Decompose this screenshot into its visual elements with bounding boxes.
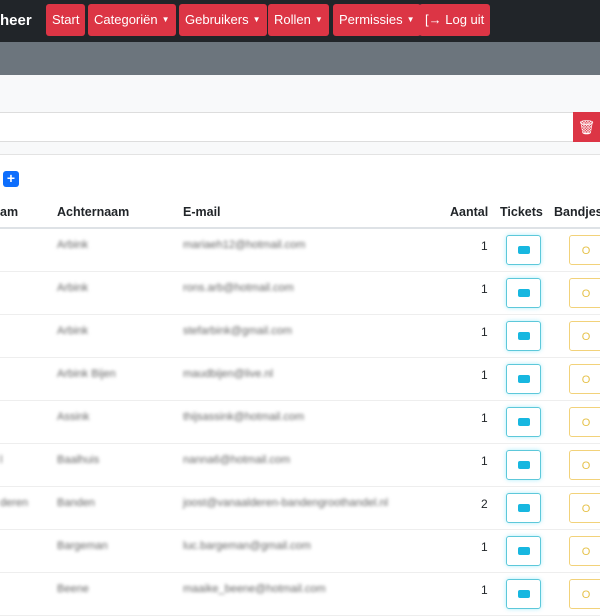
nav-rollen[interactable]: Rollen ▼: [268, 4, 329, 36]
ticket-icon: [518, 246, 530, 254]
cell-email: stefarbink@gmail.com: [183, 325, 292, 337]
cell-voornaam: deren: [0, 497, 29, 509]
tickets-button[interactable]: [506, 407, 541, 437]
cell-achternaam: Assink: [57, 411, 90, 423]
cell-achternaam: Arbink: [57, 239, 89, 251]
table-row: Arbink rons.arb@hotmail.com 1 O: [0, 272, 600, 315]
ticket-icon: [518, 375, 530, 383]
table-row: Arbink mariaeh12@hotmail.com 1 O: [0, 229, 600, 272]
ticket-icon: [518, 461, 530, 469]
header-voornaam[interactable]: am: [0, 205, 19, 219]
cell-email: maudbijen@live.nl: [183, 368, 274, 380]
cell-achternaam: Banden: [57, 497, 95, 509]
table-row: Arbink Bijen maudbijen@live.nl 1 O: [0, 358, 600, 401]
cell-achternaam: Arbink: [57, 325, 89, 337]
brand-title[interactable]: heer: [0, 12, 32, 29]
nav-label: Categoriën: [94, 12, 158, 27]
add-button[interactable]: +: [3, 171, 19, 187]
nav-label: Start: [52, 12, 80, 27]
ticket-icon: [518, 418, 530, 426]
search-input[interactable]: [0, 112, 573, 142]
top-navbar: heer Start Categoriën ▼ Gebruikers ▼ Rolle…: [0, 0, 600, 42]
table-row: deren Banden joost@vanaalderen-bandengro…: [0, 487, 600, 530]
bandjes-button[interactable]: O: [569, 493, 600, 523]
cell-aantal: 2: [481, 497, 488, 511]
header-achternaam[interactable]: Achternaam: [57, 205, 130, 219]
cell-email: joost@vanaalderen-bandengroothandel.nl: [183, 497, 389, 509]
cell-aantal: 1: [481, 282, 488, 296]
sign-out-icon: [→: [425, 12, 446, 27]
header-tickets[interactable]: Tickets: [500, 205, 543, 219]
cell-voornaam: l: [0, 454, 3, 466]
nav-logout[interactable]: [→ Log uit: [419, 4, 491, 36]
nav-label: Log uit: [445, 12, 485, 27]
bandjes-button[interactable]: O: [569, 235, 600, 265]
cell-aantal: 1: [481, 454, 488, 468]
tickets-button[interactable]: [506, 579, 541, 609]
tickets-button[interactable]: [506, 450, 541, 480]
cell-achternaam: Baalhuis: [57, 454, 100, 466]
cell-achternaam: Beene: [57, 583, 89, 595]
cell-achternaam: Arbink: [57, 282, 89, 294]
nav-label: Rollen: [274, 12, 311, 27]
ticket-icon: [518, 590, 530, 598]
bandjes-button[interactable]: O: [569, 364, 600, 394]
cell-email: nanna6@hotmail.com: [183, 454, 291, 466]
nav-label: Gebruikers: [185, 12, 249, 27]
caret-down-icon: ▼: [406, 15, 415, 24]
cell-email: thijsassink@hotmail.com: [183, 411, 305, 423]
tickets-button[interactable]: [506, 278, 541, 308]
ticket-icon: [518, 504, 530, 512]
cell-aantal: 1: [481, 325, 488, 339]
bandjes-button[interactable]: O: [569, 536, 600, 566]
table-row: Beene maaike_beene@hotmail.com 1 O: [0, 573, 600, 616]
header-aantal[interactable]: Aantal: [450, 205, 489, 219]
delete-button[interactable]: 🗑: [573, 112, 600, 142]
table-row: Bargeman luc.bargeman@gmail.com 1 O: [0, 530, 600, 573]
nav-label: Permissies: [339, 12, 403, 27]
header-email[interactable]: E-mail: [183, 205, 221, 219]
header-bandjes[interactable]: Bandjes: [554, 205, 600, 219]
ticket-icon: [518, 289, 530, 297]
sub-bar: I: [0, 42, 600, 75]
cell-aantal: 1: [481, 540, 488, 554]
cell-achternaam: Arbink Bijen: [57, 368, 116, 380]
ticket-icon: [518, 547, 530, 555]
tickets-button[interactable]: [506, 536, 541, 566]
header-divider: [0, 227, 600, 229]
cell-email: mariaeh12@hotmail.com: [183, 239, 306, 251]
bandjes-button[interactable]: O: [569, 407, 600, 437]
cell-achternaam: Bargeman: [57, 540, 108, 552]
cell-aantal: 1: [481, 583, 488, 597]
tickets-button[interactable]: [506, 493, 541, 523]
ticket-icon: [518, 332, 530, 340]
nav-start[interactable]: Start: [46, 4, 86, 36]
table-row: Arbink stefarbink@gmail.com 1 O: [0, 315, 600, 358]
cell-aantal: 1: [481, 411, 488, 425]
caret-down-icon: ▼: [252, 15, 261, 24]
bandjes-button[interactable]: O: [569, 450, 600, 480]
cell-email: rons.arb@hotmail.com: [183, 282, 294, 294]
table-row: Assink thijsassink@hotmail.com 1 O: [0, 401, 600, 444]
trash-icon: 🗑: [577, 119, 596, 135]
cell-aantal: 1: [481, 368, 488, 382]
bandjes-button[interactable]: O: [569, 579, 600, 609]
caret-down-icon: ▼: [314, 15, 323, 24]
tickets-button[interactable]: [506, 235, 541, 265]
tickets-button[interactable]: [506, 321, 541, 351]
table-row: l Baalhuis nanna6@hotmail.com 1 O: [0, 444, 600, 487]
cell-aantal: 1: [481, 239, 488, 253]
nav-categorien[interactable]: Categoriën ▼: [88, 4, 176, 36]
bandjes-button[interactable]: O: [569, 278, 600, 308]
nav-permissies[interactable]: Permissies ▼: [333, 4, 421, 36]
caret-down-icon: ▼: [161, 15, 170, 24]
cell-email: luc.bargeman@gmail.com: [183, 540, 311, 552]
cell-email: maaike_beene@hotmail.com: [183, 583, 326, 595]
nav-gebruikers[interactable]: Gebruikers ▼: [179, 4, 267, 36]
bandjes-button[interactable]: O: [569, 321, 600, 351]
tickets-button[interactable]: [506, 364, 541, 394]
